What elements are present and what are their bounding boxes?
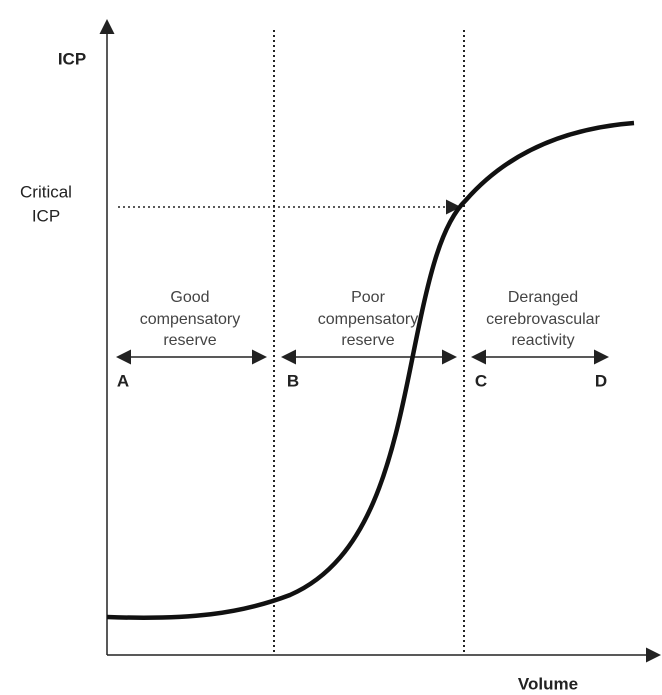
zone-label: reactivity — [511, 332, 574, 349]
point-label: B — [287, 371, 299, 390]
icp-curve — [106, 120, 635, 620]
y-axis-label: ICP — [58, 49, 86, 68]
zone-label: compensatory — [318, 311, 419, 328]
critical-label: Critical — [20, 182, 72, 201]
zone-label: Good — [170, 289, 209, 306]
zone-label: cerebrovascular — [486, 311, 601, 328]
zone-label: Deranged — [508, 289, 578, 306]
zone-label: reserve — [341, 332, 394, 349]
zone-label: Poor — [351, 289, 385, 306]
point-label: A — [117, 371, 129, 390]
critical-label: ICP — [32, 206, 60, 225]
point-label: D — [595, 371, 607, 390]
x-axis-label: Volume — [518, 674, 578, 693]
zone-label: compensatory — [140, 311, 241, 328]
zone-label: reserve — [163, 332, 216, 349]
point-label: C — [475, 371, 487, 390]
